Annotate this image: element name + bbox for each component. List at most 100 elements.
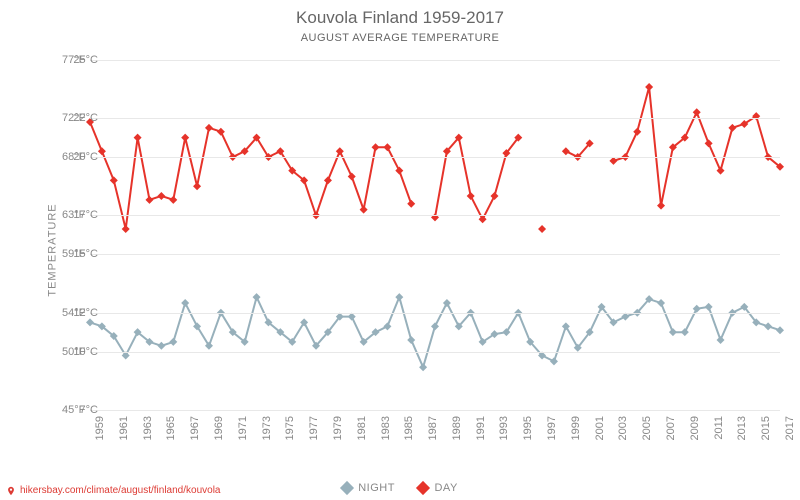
night-marker [764,322,772,330]
night-marker [562,322,570,330]
gridline [90,60,780,61]
day-marker [717,167,725,175]
x-tick-year: 2017 [784,416,796,440]
gridline [90,215,780,216]
y-tick-fahrenheit: 63°F [62,209,85,221]
x-tick-year: 1975 [284,416,296,440]
x-tick-year: 1973 [261,416,273,440]
x-tick-year: 1983 [380,416,392,440]
night-marker [253,293,261,301]
y-tick-fahrenheit: 77°F [62,54,85,66]
night-marker [419,363,427,371]
night-marker [407,336,415,344]
source-url: hikersbay.com/climate/august/finland/kou… [20,485,220,496]
night-marker [776,326,784,334]
legend-swatch-night [340,481,354,495]
day-marker [217,128,225,136]
x-tick-year: 1981 [356,416,368,440]
plot-area [90,50,780,410]
night-marker [395,293,403,301]
day-marker [407,200,415,208]
night-marker [717,336,725,344]
gridline [90,118,780,119]
night-marker [705,303,713,311]
day-marker [479,215,487,223]
day-marker [728,124,736,132]
day-marker [467,192,475,200]
night-marker [431,322,439,330]
night-marker [86,318,94,326]
temperature-chart: Kouvola Finland 1959-2017 AUGUST AVERAGE… [0,0,800,500]
day-marker [657,202,665,210]
legend-item-day: DAY [418,482,457,494]
night-marker [181,299,189,307]
night-marker [621,313,629,321]
night-marker [157,342,165,350]
day-marker [193,182,201,190]
day-marker [336,147,344,155]
x-tick-year: 1977 [308,416,320,440]
day-marker [609,157,617,165]
x-tick-year: 1985 [403,416,415,440]
y-tick-fahrenheit: 59°F [62,248,85,260]
legend-swatch-day [416,481,430,495]
day-marker [205,124,213,132]
night-marker [693,305,701,313]
night-marker [443,299,451,307]
chart-svg [90,50,780,410]
night-marker [681,328,689,336]
day-marker [383,143,391,151]
x-tick-year: 2007 [665,416,677,440]
day-marker [490,192,498,200]
pin-icon [6,486,16,496]
night-marker [383,322,391,330]
night-marker [169,338,177,346]
day-marker [169,196,177,204]
x-tick-year: 1969 [213,416,225,440]
chart-subtitle: AUGUST AVERAGE TEMPERATURE [0,32,800,44]
night-marker [669,328,677,336]
day-marker [157,192,165,200]
night-marker [348,313,356,321]
day-marker [122,225,130,233]
x-tick-year: 1993 [498,416,510,440]
x-tick-year: 1961 [118,416,130,440]
night-marker [657,299,665,307]
legend-label-day: DAY [434,482,457,494]
day-marker [360,206,368,214]
x-tick-year: 1999 [570,416,582,440]
x-tick-year: 2005 [641,416,653,440]
legend-item-night: NIGHT [342,482,395,494]
day-marker [538,225,546,233]
chart-title: Kouvola Finland 1959-2017 [0,8,800,28]
y-tick-fahrenheit: 50°F [62,346,85,358]
x-tick-year: 1967 [189,416,201,440]
x-tick-year: 2009 [689,416,701,440]
y-tick-fahrenheit: 72°F [62,112,85,124]
x-tick-year: 1989 [451,416,463,440]
day-marker [348,172,356,180]
x-tick-year: 1963 [142,416,154,440]
day-marker [110,176,118,184]
day-marker [324,176,332,184]
day-marker [134,134,142,142]
x-tick-year: 2013 [736,416,748,440]
legend-label-night: NIGHT [358,482,395,494]
x-tick-year: 1971 [237,416,249,440]
day-marker [633,128,641,136]
day-marker [645,83,653,91]
gridline [90,157,780,158]
day-marker [562,147,570,155]
x-tick-year: 2015 [760,416,772,440]
x-tick-year: 2001 [594,416,606,440]
x-tick-year: 2003 [617,416,629,440]
x-tick-year: 2011 [713,416,725,440]
gridline [90,254,780,255]
day-marker [98,147,106,155]
x-tick-year: 1979 [332,416,344,440]
day-marker [693,108,701,116]
x-tick-year: 1991 [475,416,487,440]
y-tick-fahrenheit: 68°F [62,151,85,163]
day-marker [181,134,189,142]
x-tick-year: 1965 [165,416,177,440]
